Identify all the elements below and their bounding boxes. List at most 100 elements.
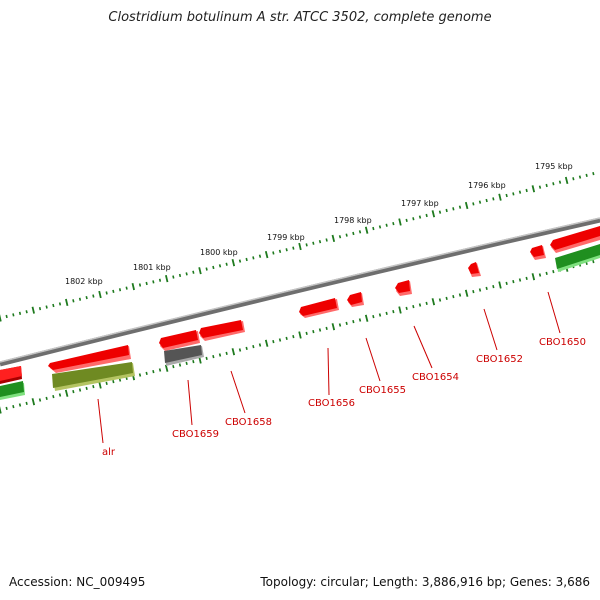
lower-tick: [478, 288, 482, 292]
upper-tick: [152, 280, 155, 284]
gene-label-cbo1655[interactable]: CBO1655: [359, 385, 406, 396]
lower-tick: [418, 303, 422, 307]
upper-tick: [398, 218, 402, 226]
upper-tick: [125, 286, 128, 290]
leader-line-cbo1652: [483, 308, 498, 351]
ruler-label-1797: 1797 kbp: [401, 199, 439, 208]
upper-tick: [485, 198, 488, 203]
upper-tick: [165, 274, 169, 283]
upper-tick: [478, 200, 482, 204]
upper-tick: [305, 243, 308, 247]
upper-tick: [538, 185, 542, 189]
gene-labels: alr CBO1659 CBO1658 CBO1656 CBO1655 CBO1…: [102, 337, 586, 458]
gene-label-cbo1658[interactable]: CBO1658: [225, 417, 272, 428]
lower-tick: [252, 345, 255, 349]
upper-tick: [112, 289, 115, 293]
upper-tick: [298, 242, 302, 251]
gene-arrow-alr-region[interactable]: [48, 345, 131, 373]
lower-tick: [458, 293, 462, 297]
upper-tick: [105, 291, 108, 295]
upper-tick: [185, 272, 188, 276]
lower-tick: [231, 348, 236, 356]
upper-tick-track: [0, 172, 595, 322]
gene-arrow-cbo1652[interactable]: [468, 262, 481, 277]
lower-tick: [378, 313, 382, 317]
leader-line-alr: [97, 398, 104, 444]
gene-label-cbo1654[interactable]: CBO1654: [412, 372, 459, 383]
lower-tick: [518, 278, 522, 282]
gene-arrow-cbo1656[interactable]: [299, 298, 339, 318]
upper-tick: [372, 226, 375, 231]
gene-arrow-left-edge[interactable]: [0, 366, 22, 384]
lower-tick: [525, 276, 528, 280]
upper-tick: [225, 262, 228, 266]
lower-tick: [64, 389, 69, 397]
lower-tick: [545, 271, 548, 275]
upper-tick: [65, 298, 69, 307]
lower-tick: [352, 320, 355, 324]
leader-line-cbo1658: [230, 370, 246, 414]
upper-tick: [285, 248, 288, 252]
lower-tick: [218, 353, 222, 357]
lower-tick: [338, 323, 342, 327]
lower-tick-track: [0, 260, 595, 414]
upper-tick: [92, 294, 95, 298]
upper-tick: [531, 185, 536, 193]
lower-tick: [305, 331, 308, 335]
upper-tick: [278, 249, 282, 254]
gene-label-cbo1656[interactable]: CBO1656: [308, 398, 355, 409]
lower-tick: [152, 370, 155, 374]
gene-label-alr[interactable]: alr: [102, 447, 116, 458]
upper-tick: [192, 270, 195, 274]
lower-tick: [592, 260, 595, 264]
lower-tick: [278, 338, 282, 342]
gene-label-cbo1652[interactable]: CBO1652: [476, 354, 523, 365]
lower-tick: [552, 270, 555, 274]
lower-tick: [25, 401, 28, 405]
gene-arrow-cbo1659-upper[interactable]: [159, 330, 200, 351]
lower-tick: [312, 330, 315, 334]
lower-tick: [105, 381, 108, 385]
upper-tick: [518, 190, 522, 194]
upper-tick: [178, 273, 182, 278]
upper-tick: [258, 254, 262, 258]
upper-tick: [431, 210, 436, 218]
gene-arrow-cbo1654[interactable]: [395, 280, 412, 296]
gene-arrow-cbo1650-left[interactable]: [530, 245, 546, 260]
gene-label-cbo1659[interactable]: CBO1659: [172, 429, 219, 440]
upper-tick: [472, 202, 475, 206]
lower-tick: [538, 273, 542, 277]
lower-tick: [158, 368, 162, 372]
upper-tick: [525, 188, 528, 193]
gene-arrow-olive-alr[interactable]: [52, 362, 135, 391]
gene-arrow-green-right-edge[interactable]: [555, 244, 600, 272]
leader-line-cbo1655: [365, 337, 381, 382]
ruler-label-1796: 1796 kbp: [468, 181, 506, 190]
ruler-label-1802: 1802 kbp: [65, 277, 103, 286]
lower-tick: [292, 335, 295, 339]
lower-tick: [492, 285, 495, 289]
lower-tick: [385, 311, 388, 315]
lower-tick: [98, 381, 102, 389]
gene-label-cbo1650[interactable]: CBO1650: [539, 337, 586, 348]
upper-tick: [358, 230, 362, 234]
upper-tick: [85, 296, 88, 300]
lower-tick: [445, 296, 448, 300]
gene-arrow-cbo1658[interactable]: [199, 320, 245, 341]
gene-arrow-cbo1650[interactable]: [550, 226, 600, 253]
gene-arrow-cbo1655[interactable]: [347, 292, 364, 307]
upper-tick: [25, 310, 28, 314]
lower-tick: [264, 339, 269, 347]
upper-tick: [264, 250, 269, 259]
lower-tick: [78, 388, 82, 392]
upper-tick: [45, 305, 48, 309]
map-title: Clostridium botulinum A str. ATCC 3502, …: [108, 10, 492, 25]
gene-arrow-green-left-edge[interactable]: [0, 381, 25, 400]
lower-tick: [372, 315, 375, 319]
lower-tick: [345, 321, 348, 325]
gene-arrow-gray-cbo1659[interactable]: [164, 345, 204, 366]
lower-tick: [58, 393, 62, 397]
lower-tick: [212, 355, 215, 359]
